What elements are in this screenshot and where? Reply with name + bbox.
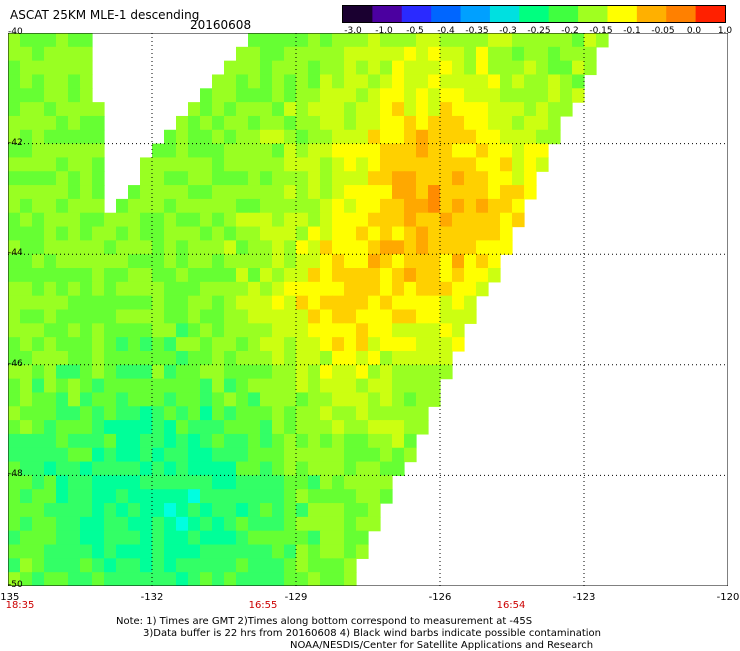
colorbar-segment (578, 6, 608, 22)
map-date: 20160608 (190, 18, 252, 32)
colorbar-segment (401, 6, 432, 22)
latitude-label: -44 (8, 248, 23, 259)
grid-lines (8, 33, 728, 586)
colorbar-segment (460, 6, 491, 22)
longitude-label: -123 (572, 592, 596, 603)
latitude-label: -50 (8, 580, 23, 590)
map-title: ASCAT 25KM MLE-1 descending (10, 8, 200, 22)
colorbar-segment (489, 6, 520, 22)
colorbar-tick-label: -0.2 (561, 26, 579, 36)
longitude-label: -129 (284, 592, 308, 603)
time-label-3: 16:54 (496, 600, 526, 611)
note-line-1: Note: 1) Times are GMT 2)Times along bot… (116, 616, 533, 627)
colorbar-segment (666, 6, 697, 22)
colorbar-tick-label: -0.3 (499, 26, 517, 36)
data-pixels (8, 33, 609, 586)
note-line-3: NOAA/NESDIS/Center for Satellite Applica… (290, 640, 594, 651)
colorbar-tick-label: -3.0 (344, 26, 362, 36)
time-label-1: 18:35 (5, 600, 35, 611)
colorbar-tick-label: 1.0 (717, 26, 733, 36)
map-panel (8, 33, 728, 586)
colorbar-tick-label: -0.15 (589, 26, 613, 36)
colorbar-tick-label: -0.05 (651, 26, 675, 36)
colorbar-segment (519, 6, 550, 22)
longitude-label: -132 (140, 592, 164, 603)
colorbar-tick-label: 0.0 (686, 26, 702, 36)
colorbar-tick-label: -0.25 (527, 26, 551, 36)
colorbar-segment (695, 6, 725, 22)
colorbar-segment (548, 6, 579, 22)
note-line-2: 3)Data buffer is 22 hrs from 20160608 4)… (143, 628, 601, 639)
latitude-label: -40 (8, 27, 23, 37)
latitude-label: -46 (8, 358, 23, 369)
colorbar-tick-label: -1.0 (375, 26, 393, 36)
longitude-label: -126 (428, 592, 452, 603)
latitude-label: -48 (8, 469, 23, 480)
time-label-2: 16:55 (248, 600, 278, 611)
colorbar-tick-label: -0.1 (623, 26, 641, 36)
colorbar-segment (372, 6, 403, 22)
colorbar-tick-label: -0.5 (406, 26, 424, 36)
colorbar-tick-label: -0.4 (437, 26, 455, 36)
colorbar-tick-label: -0.35 (465, 26, 489, 36)
colorbar (342, 5, 726, 23)
colorbar-segment (607, 6, 638, 22)
colorbar-segment (636, 6, 667, 22)
longitude-label: -135 (0, 592, 20, 603)
latitude-label: -42 (8, 137, 23, 148)
colorbar-segment (343, 6, 373, 22)
longitude-label: -120 (716, 592, 740, 603)
colorbar-segment (431, 6, 462, 22)
